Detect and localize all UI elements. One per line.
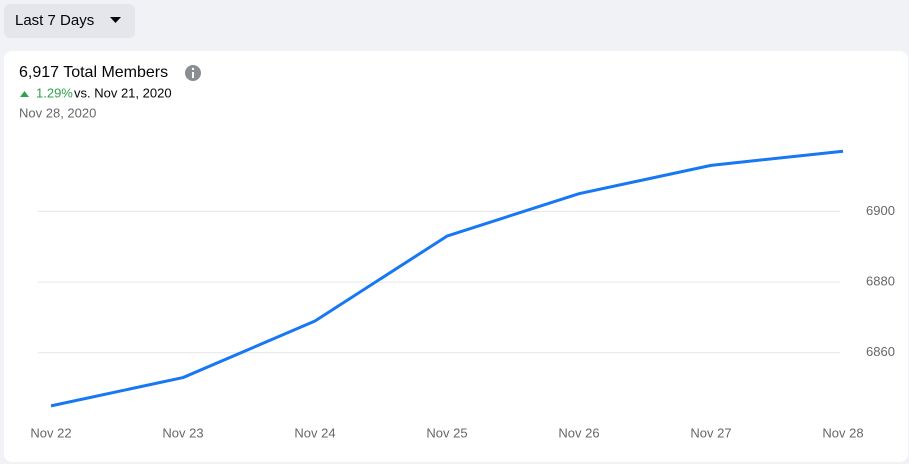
up-arrow <box>20 91 29 97</box>
x-tick-label: Nov 24 <box>294 425 335 440</box>
x-tick-label: Nov 26 <box>558 425 599 440</box>
change-percent: 1.29% <box>36 85 73 100</box>
range-dropdown[interactable] <box>4 4 135 38</box>
dropdown-label[interactable]: Last 7 Days <box>15 12 94 29</box>
y-tick-label: 6900 <box>866 203 895 218</box>
x-tick-label: Nov 25 <box>426 425 467 440</box>
info-icon-stem <box>192 72 194 78</box>
chart-card <box>4 51 908 462</box>
y-tick-label: 6880 <box>866 274 895 289</box>
x-tick-label: Nov 28 <box>822 425 863 440</box>
dropdown-caret[interactable] <box>110 17 121 23</box>
date: Nov 28, 2020 <box>19 105 96 120</box>
line <box>50 149 844 408</box>
chart-title: 6,917 Total Members <box>19 64 168 81</box>
x-tick-label: Nov 23 <box>162 425 203 440</box>
x-tick-label: Nov 22 <box>30 425 71 440</box>
info-icon-dot <box>191 67 195 71</box>
comparison: vs. Nov 21, 2020 <box>74 85 172 100</box>
y-tick-label: 6860 <box>866 344 895 359</box>
x-tick-label: Nov 27 <box>690 425 731 440</box>
